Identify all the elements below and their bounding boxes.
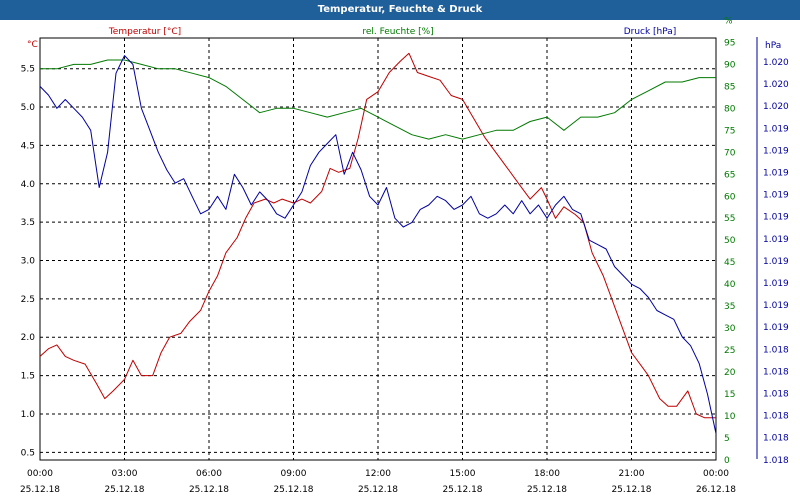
humidity-tick: 15 <box>724 390 735 400</box>
humidity-tick: 90 <box>724 60 736 70</box>
x-tick-time: 00:00 <box>27 469 53 479</box>
temperature-tick: 1.5 <box>21 372 35 382</box>
humidity-tick: 50 <box>724 236 736 246</box>
humidity-tick: 0 <box>724 456 730 466</box>
humidity-tick: 70 <box>724 148 736 158</box>
pressure-tick: 1.018 <box>763 390 789 400</box>
pressure-tick: 1.018 <box>763 367 789 377</box>
x-tick-date: 25.12.18 <box>273 485 313 495</box>
x-tick-date: 25.12.18 <box>611 485 651 495</box>
x-tick-time: 09:00 <box>281 469 307 479</box>
x-tick-date: 25.12.18 <box>189 485 229 495</box>
humidity-tick: 45 <box>724 258 735 268</box>
pressure-tick: 1.019 <box>763 146 789 156</box>
humidity-tick: 40 <box>724 280 736 290</box>
temperature-tick: 4.0 <box>21 180 36 190</box>
pressure-tick: 1.018 <box>763 456 789 466</box>
humidity-tick: 10 <box>724 412 736 422</box>
humidity-tick: % <box>724 16 733 26</box>
pressure-tick: 1.018 <box>763 345 789 355</box>
humidity-tick: 60 <box>724 192 736 202</box>
pressure-tick: 1.018 <box>763 434 789 444</box>
temperature-tick: 2.5 <box>21 295 35 305</box>
pressure-tick: 1.018 <box>763 412 789 422</box>
pressure-tick: 1.019 <box>763 323 789 333</box>
temperature-tick: 4.5 <box>21 141 35 151</box>
x-tick-time: 18:00 <box>534 469 560 479</box>
humidity-tick: 95 <box>724 38 735 48</box>
temperature-tick: 3.5 <box>21 218 35 228</box>
x-tick-date: 25.12.18 <box>527 485 567 495</box>
temperature-tick: 5.0 <box>21 103 36 113</box>
x-tick-time: 21:00 <box>619 469 645 479</box>
pressure-tick: 1.020 <box>763 80 789 90</box>
pressure-tick: 1.019 <box>763 235 789 245</box>
x-tick-date: 25.12.18 <box>358 485 398 495</box>
series-line-pressure <box>39 55 717 434</box>
chart-title: Temperatur, Feuchte & Druck <box>0 0 800 20</box>
humidity-tick: 25 <box>724 346 735 356</box>
x-tick-time: 15:00 <box>450 469 476 479</box>
series-line-humidity <box>40 59 716 140</box>
x-tick-time: 03:00 <box>112 469 138 479</box>
temperature-tick: 0.5 <box>21 448 35 458</box>
humidity-tick: 65 <box>724 170 735 180</box>
x-tick-time: 06:00 <box>196 469 222 479</box>
pressure-tick: 1.019 <box>763 213 789 223</box>
pressure-tick: 1.019 <box>763 301 789 311</box>
x-tick-time: 12:00 <box>365 469 391 479</box>
humidity-tick: 55 <box>724 214 735 224</box>
x-tick-time: 00:00 <box>703 469 729 479</box>
humidity-tick: 20 <box>724 368 736 378</box>
pressure-tick: 1.019 <box>763 257 789 267</box>
temperature-axis-label: Temperatur [°C] <box>108 27 181 37</box>
pressure-tick: 1.019 <box>763 191 789 201</box>
humidity-tick: 85 <box>724 82 735 92</box>
temperature-tick: 5.5 <box>21 65 35 75</box>
x-tick-date: 25.12.18 <box>20 485 60 495</box>
temperature-unit: °C <box>27 40 38 50</box>
humidity-tick: 5 <box>724 434 730 444</box>
pressure-tick: 1.019 <box>763 279 789 289</box>
temperature-tick: 2.0 <box>21 333 36 343</box>
x-tick-date: 26.12.18 <box>696 485 736 495</box>
pressure-tick: 1.019 <box>763 169 789 179</box>
humidity-tick: 75 <box>724 126 735 136</box>
pressure-unit: hPa <box>765 41 781 51</box>
humidity-tick: 80 <box>724 104 736 114</box>
x-tick-date: 25.12.18 <box>104 485 144 495</box>
pressure-tick: 1.020 <box>763 58 789 68</box>
temperature-tick: 3.0 <box>21 257 36 267</box>
pressure-tick: 1.020 <box>763 102 789 112</box>
pressure-axis-label: Druck [hPa] <box>624 27 677 37</box>
pressure-tick: 1.019 <box>763 124 789 134</box>
humidity-axis-label: rel. Feuchte [%] <box>362 27 433 37</box>
series-line-temperature <box>39 52 716 419</box>
temperature-tick: 1.0 <box>21 410 36 420</box>
humidity-tick: 35 <box>724 302 735 312</box>
x-tick-date: 25.12.18 <box>442 485 482 495</box>
humidity-tick: 30 <box>724 324 736 334</box>
